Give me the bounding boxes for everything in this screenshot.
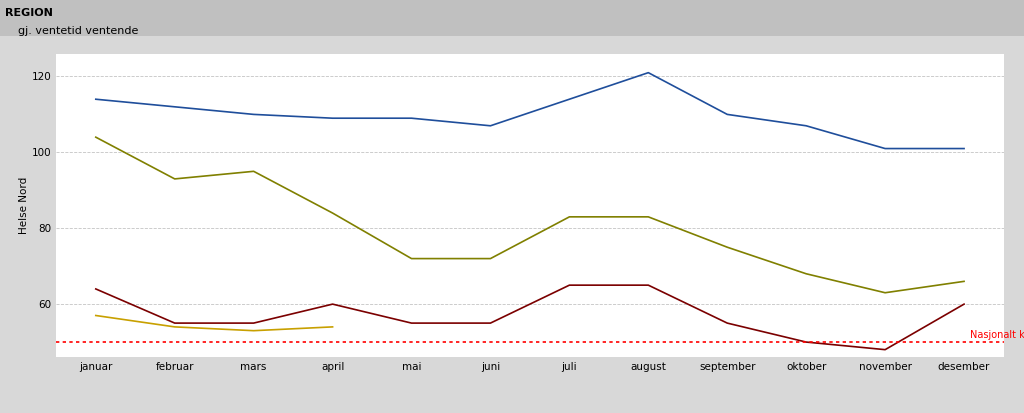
2016 [169, 176, 181, 181]
2016 [484, 256, 497, 261]
2017 [563, 282, 575, 287]
Line: 2016: 2016 [96, 137, 964, 293]
2015 [248, 112, 260, 117]
2017 [721, 320, 733, 325]
2015 [642, 70, 654, 75]
2017 [879, 347, 891, 352]
2015 [169, 104, 181, 109]
2015 [800, 123, 812, 128]
2016 [800, 271, 812, 276]
2015 [90, 97, 102, 102]
2017 [800, 339, 812, 344]
2017 [327, 301, 339, 306]
Line: 2015: 2015 [96, 73, 964, 149]
2018 [90, 313, 102, 318]
2016 [90, 135, 102, 140]
Line: 2017: 2017 [96, 285, 964, 350]
2015 [406, 116, 418, 121]
2016 [957, 279, 970, 284]
2015 [957, 146, 970, 151]
Text: Nasjonalt krav: Nasjonalt krav [971, 330, 1024, 340]
2015 [327, 116, 339, 121]
2016 [327, 211, 339, 216]
2016 [406, 256, 418, 261]
2016 [248, 169, 260, 174]
Text: REGION: REGION [5, 8, 53, 18]
Y-axis label: Helse Nord: Helse Nord [18, 177, 29, 234]
2017 [248, 320, 260, 325]
2018 [327, 325, 339, 330]
2017 [169, 320, 181, 325]
2017 [957, 301, 970, 306]
Line: 2018: 2018 [96, 316, 333, 331]
2017 [406, 320, 418, 325]
2017 [90, 287, 102, 292]
2016 [721, 245, 733, 250]
2017 [484, 320, 497, 325]
2015 [563, 97, 575, 102]
2018 [248, 328, 260, 333]
2016 [879, 290, 891, 295]
2017 [642, 282, 654, 287]
Text: gj. ventetid ventende: gj. ventetid ventende [18, 26, 139, 36]
2018 [169, 325, 181, 330]
2016 [563, 214, 575, 219]
2015 [484, 123, 497, 128]
2015 [879, 146, 891, 151]
2016 [642, 214, 654, 219]
2015 [721, 112, 733, 117]
